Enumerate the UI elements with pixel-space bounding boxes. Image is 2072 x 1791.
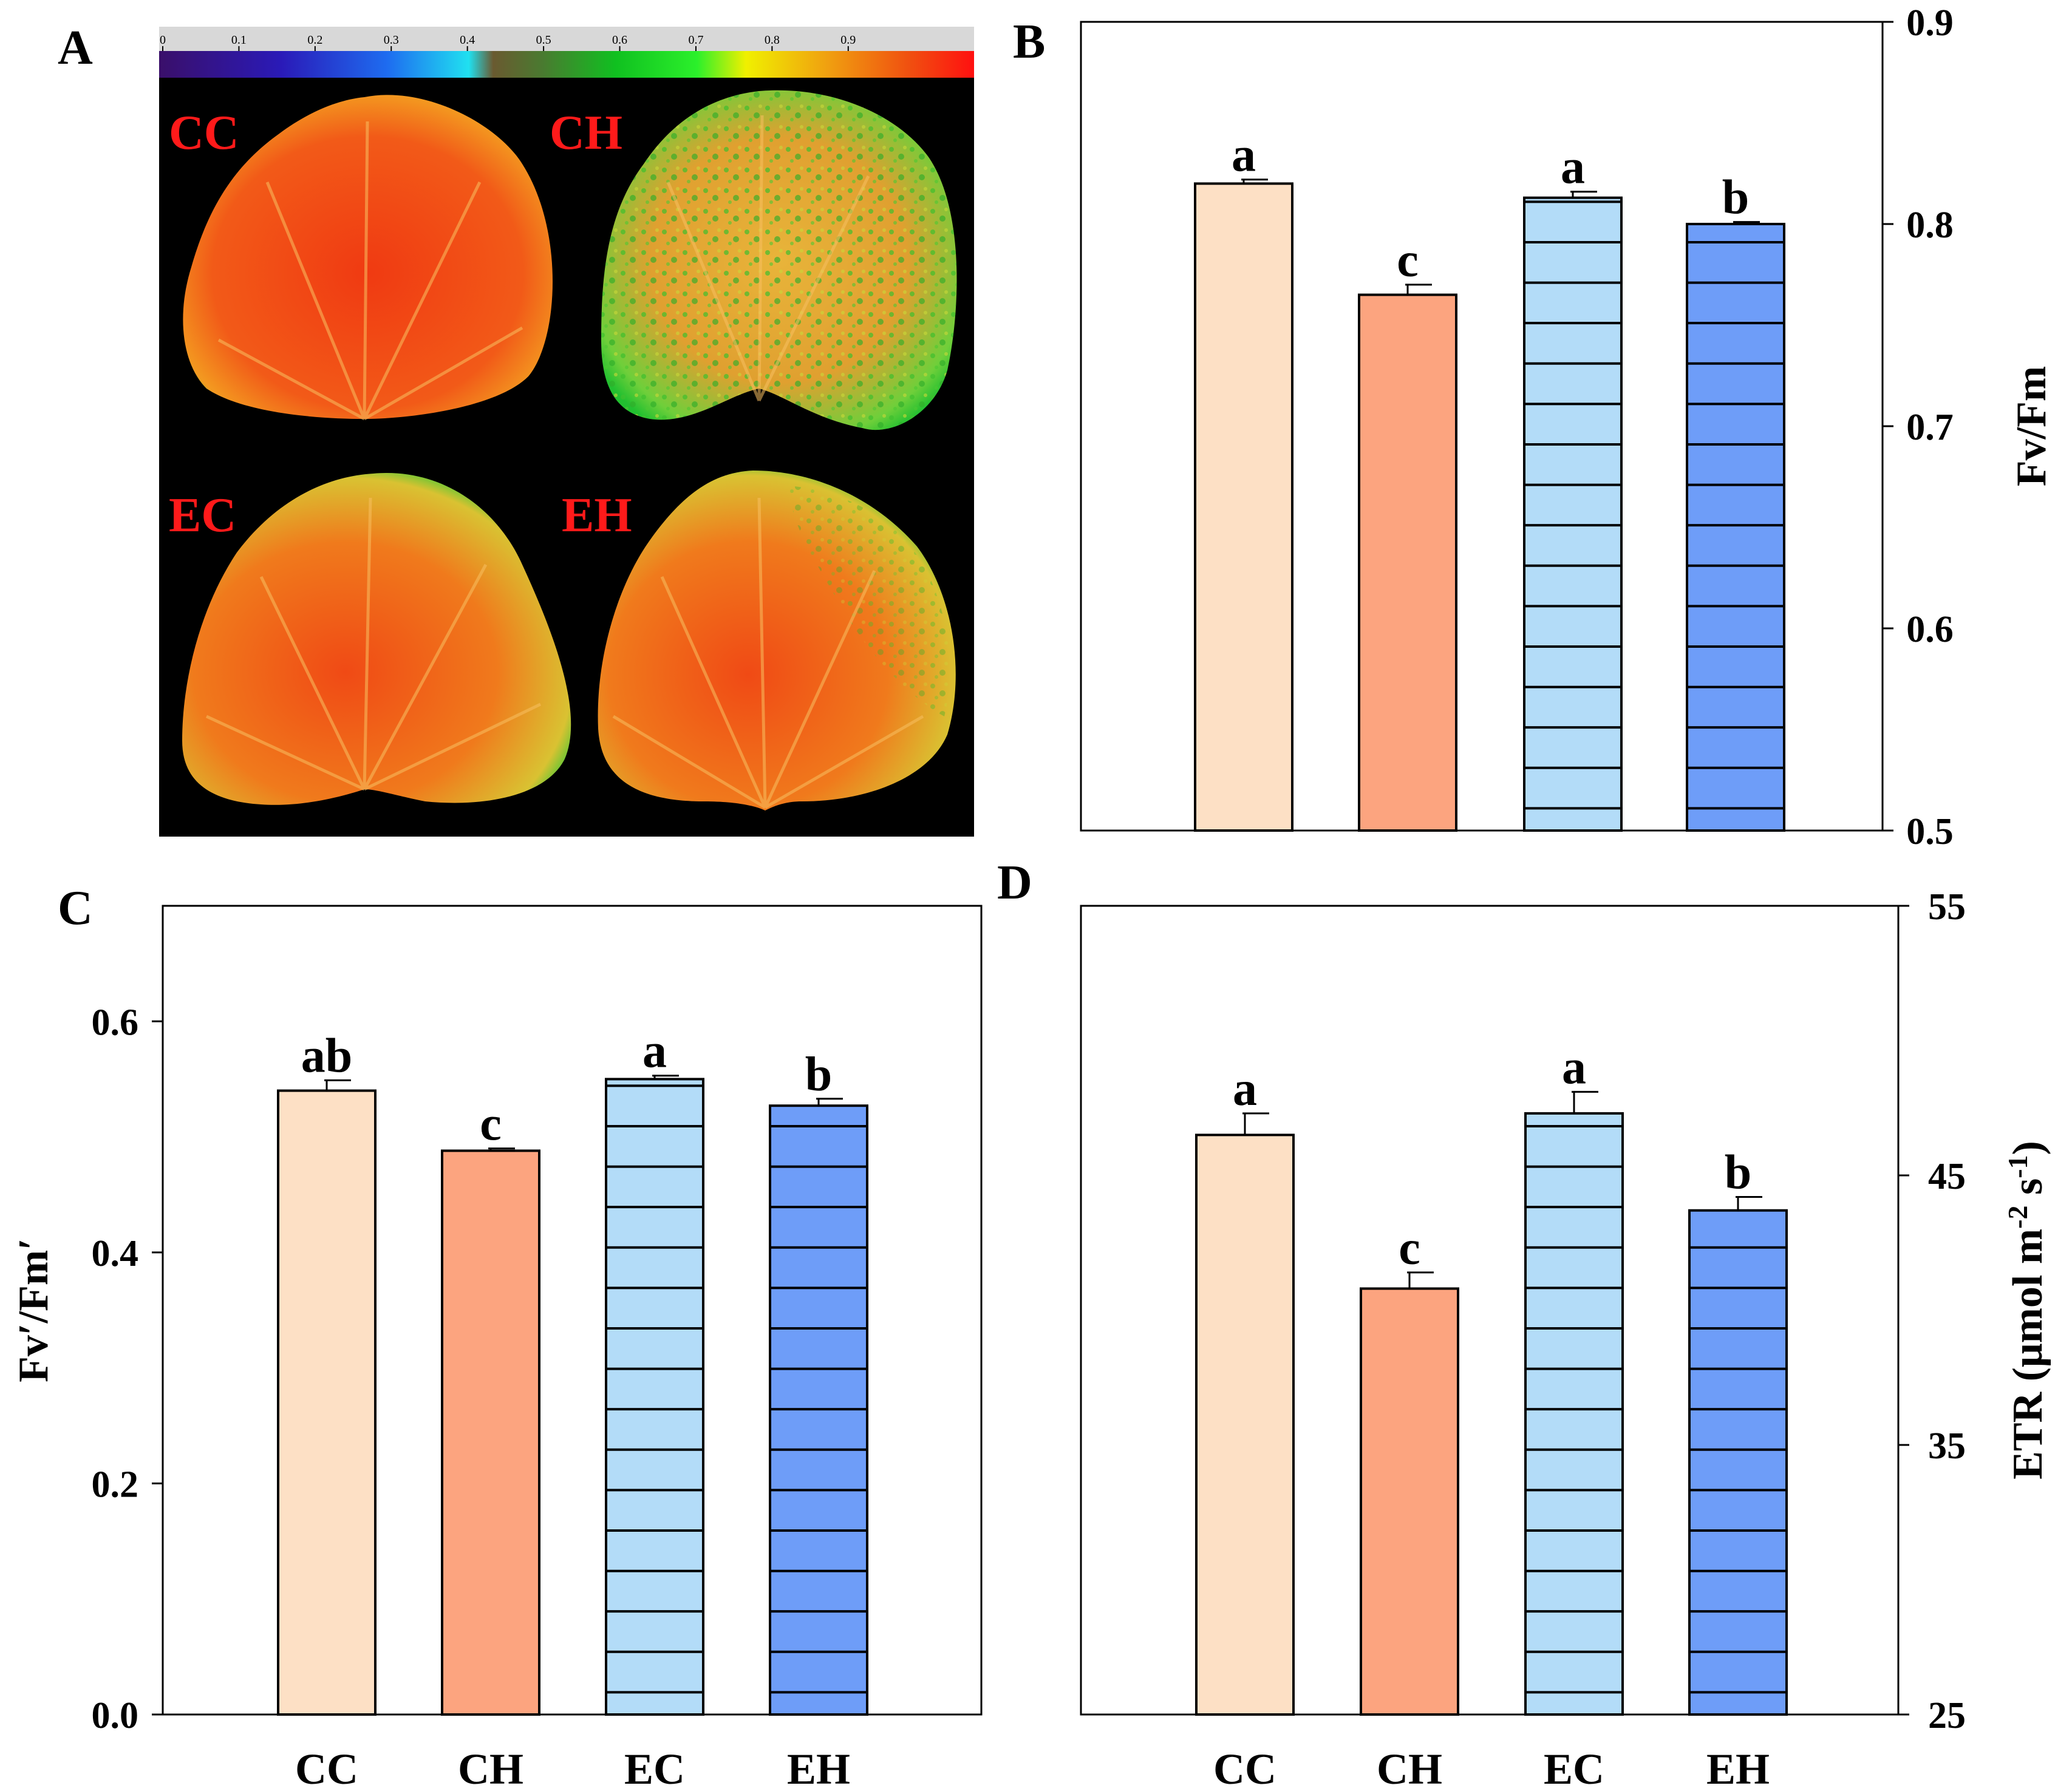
panel-d-sig-ch: c — [1399, 1222, 1420, 1275]
panel-d-xtick-label-cc: CC — [1213, 1745, 1276, 1791]
panel-c-plot-frame — [162, 905, 983, 1716]
panel-d-letter: D — [997, 856, 1032, 909]
panel-c-ytick-label: 0.6 — [92, 1002, 139, 1043]
colorbar-tick-label: 0.1 — [231, 33, 247, 47]
panel-d-ytick-label: 45 — [1928, 1156, 1966, 1197]
panel-c-y-axis-label: Fv′/Fm′ — [10, 1238, 57, 1382]
panel-c-ytick-label: 0.2 — [92, 1464, 139, 1505]
panel-d-ytick-label: 55 — [1928, 886, 1966, 928]
panel-b-ytick-label: 0.5 — [1906, 811, 1954, 852]
panel-d-sig-ec: a — [1562, 1041, 1586, 1094]
panel-d-y-axis-label: ETR (μmol m-2 s-1) — [2002, 1141, 2051, 1480]
panel-c-xtick-label-cc: CC — [295, 1745, 358, 1791]
panel-b-letter: B — [1013, 15, 1045, 69]
colorbar-tick-label: 0.7 — [688, 33, 703, 47]
colorbar — [159, 51, 974, 78]
panel-d-ylabel-mid: s — [2005, 1178, 2051, 1206]
panel-a: A 0 0.1 0.2 0.3 0.4 0.5 0.6 0.7 0.8 0.9 CC CH EC … — [58, 21, 974, 837]
panel-c-bar-cc — [277, 1089, 377, 1716]
panel-c: C 0.0 0.2 0.4 0.6 ab CC c CH a EC b EH Fv′/Fm′ — [10, 882, 983, 1791]
colorbar-tick-label: 0.3 — [384, 33, 399, 47]
panel-b-bar-eh — [1686, 223, 1785, 832]
leaf-eh-speckle — [789, 486, 950, 716]
panel-d-chart: 25 35 45 55 a CC c CH a EC b EH — [1195, 886, 1966, 1791]
leaf-ec — [182, 473, 571, 805]
panel-b-chart: 0.5 0.6 0.7 0.8 0.9 a c a b — [1194, 2, 1954, 852]
panel-b-bar-cc — [1194, 182, 1293, 832]
leaf-label-ch: CH — [550, 106, 622, 160]
panel-d: D 25 35 45 55 a CC c CH a EC b EH ETR (μmol m-2 s-1… — [997, 856, 2051, 1791]
panel-a-letter: A — [58, 21, 93, 75]
leaf-label-ec: EC — [169, 489, 236, 542]
leaf-label-cc: CC — [169, 106, 239, 160]
panel-d-sig-eh: b — [1725, 1146, 1752, 1200]
colorbar-tick-label: 0.8 — [765, 33, 780, 47]
panel-d-plot-frame — [1080, 905, 1900, 1716]
colorbar-tick-label: 0.9 — [840, 33, 856, 47]
panel-b-ytick-label: 0.6 — [1906, 609, 1954, 650]
panel-b-sig-eh: b — [1722, 171, 1750, 225]
panel-c-letter: C — [58, 882, 93, 935]
panel-d-ylabel-pre: ETR (μmol m — [2005, 1229, 2051, 1480]
colorbar-tick-label: 0.6 — [612, 33, 627, 47]
panel-c-bar-ch — [441, 1149, 540, 1716]
panel-c-sig-ec: a — [642, 1025, 667, 1078]
panel-c-ytick-label: 0.0 — [92, 1695, 139, 1736]
panel-d-bar-ec — [1524, 1112, 1624, 1716]
panel-d-bar-eh — [1688, 1209, 1788, 1716]
panel-c-chart: 0.0 0.2 0.4 0.6 ab CC c CH a EC b EH — [92, 1002, 868, 1791]
panel-c-sig-cc: ab — [301, 1029, 353, 1082]
panel-b-sig-ec: a — [1561, 141, 1585, 194]
panel-b-ytick-label: 0.8 — [1906, 205, 1954, 246]
panel-d-ytick-label: 35 — [1928, 1426, 1966, 1467]
panel-d-ytick-label: 25 — [1928, 1695, 1966, 1736]
panel-b-sig-cc: a — [1232, 129, 1256, 182]
panel-d-xtick-label-ch: CH — [1377, 1745, 1442, 1791]
panel-d-ylabel-sup2: -1 — [2002, 1155, 2033, 1178]
panel-d-ylabel-sup1: -2 — [2002, 1206, 2033, 1229]
colorbar-ticks: 0 0.1 0.2 0.3 0.4 0.5 0.6 0.7 0.8 0.9 — [160, 33, 856, 51]
panel-b-bar-ec — [1523, 196, 1623, 832]
panel-d-xtick-label-eh: EH — [1706, 1745, 1770, 1791]
colorbar-tick-label: 0.5 — [536, 33, 551, 47]
panel-c-bar-ec — [605, 1078, 704, 1716]
panel-b: B 0.5 0.6 0.7 0.8 0.9 a c a b Fv/Fm — [1013, 2, 2055, 852]
colorbar-tick-label: 0.4 — [460, 33, 475, 47]
panel-d-xtick-label-ec: EC — [1544, 1745, 1604, 1791]
leaf-veins — [205, 115, 924, 809]
panel-d-sig-cc: a — [1233, 1062, 1257, 1116]
panel-c-ytick-label: 0.4 — [92, 1233, 139, 1274]
colorbar-tick-label: 0 — [160, 33, 166, 47]
panel-d-bar-ch — [1360, 1287, 1459, 1716]
leaf-ch-speckle — [601, 90, 957, 430]
colorbar-tick-strip — [159, 27, 974, 51]
panel-d-bar-cc — [1195, 1133, 1295, 1716]
leaf-label-eh: EH — [562, 489, 632, 542]
panel-c-xtick-label-ch: CH — [458, 1745, 523, 1791]
panel-b-ytick-label: 0.7 — [1906, 407, 1954, 448]
panel-c-sig-ch: c — [480, 1098, 502, 1151]
panel-c-sig-eh: b — [805, 1048, 833, 1101]
colorbar-tick-label: 0.2 — [307, 33, 322, 47]
panel-b-y-axis-label: Fv/Fm — [2008, 366, 2055, 486]
panel-d-ylabel-post: ) — [2005, 1141, 2051, 1155]
panel-b-ytick-label: 0.9 — [1906, 2, 1954, 44]
panel-b-sig-ch: c — [1397, 234, 1419, 287]
panel-c-xtick-label-eh: EH — [787, 1745, 850, 1791]
panel-b-bar-ch — [1358, 293, 1457, 832]
leaf-cc — [183, 95, 553, 419]
panel-c-xtick-label-ec: EC — [624, 1745, 685, 1791]
